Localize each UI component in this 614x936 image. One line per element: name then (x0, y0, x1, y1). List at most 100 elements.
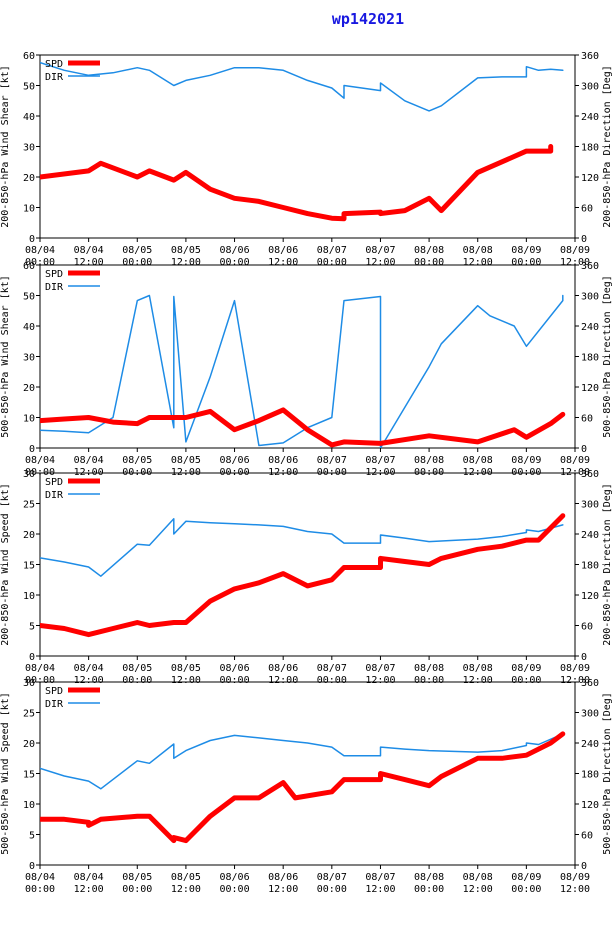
y-right-tick-label: 240 (581, 322, 599, 333)
x-tick-label-date: 08/06 (219, 872, 249, 883)
y-left-tick-label: 5 (29, 831, 35, 842)
x-tick-label-date: 08/08 (463, 455, 493, 466)
x-tick-label-time: 12:00 (268, 884, 298, 895)
x-tick-label-date: 08/06 (219, 663, 249, 674)
y-left-tick-label: 10 (23, 414, 35, 425)
x-tick-label-date: 08/04 (25, 455, 55, 466)
x-tick-label-date: 08/09 (560, 455, 590, 466)
x-tick-label-time: 12:00 (268, 675, 298, 686)
y-right-tick-label: 120 (581, 383, 599, 394)
y-right-tick-label: 120 (581, 173, 599, 184)
y-left-axis-label: 200-850-hPa Wind Shear [kt] (0, 65, 11, 228)
x-tick-label-time: 00:00 (414, 884, 444, 895)
x-tick-label-time: 00:00 (219, 884, 249, 895)
y-left-tick-label: 20 (23, 530, 35, 541)
x-tick-label-time: 12:00 (74, 675, 104, 686)
x-tick-label-time: 00:00 (511, 257, 541, 268)
x-tick-label-time: 12:00 (560, 884, 590, 895)
y-right-tick-label: 60 (581, 622, 593, 633)
x-tick-label-date: 08/08 (414, 245, 444, 256)
spd-series-line (40, 731, 566, 844)
y-left-tick-label: 0 (29, 444, 35, 455)
x-tick-label-time: 12:00 (171, 257, 201, 268)
x-tick-label-date: 08/05 (171, 663, 201, 674)
x-tick-label-time: 00:00 (511, 884, 541, 895)
x-tick-label-date: 08/07 (317, 245, 347, 256)
x-tick-label-date: 08/04 (25, 663, 55, 674)
panel-2: 010203040506006012018024030036008/0400:0… (0, 261, 613, 478)
x-tick-label-date: 08/09 (511, 663, 541, 674)
y-right-tick-label: 300 (581, 292, 599, 303)
x-tick-label-time: 12:00 (74, 884, 104, 895)
x-tick-label-date: 08/09 (560, 663, 590, 674)
y-right-tick-label: 180 (581, 770, 599, 781)
y-right-axis-label: 200-850-hPa Direction [Deg] (602, 65, 613, 228)
x-tick-label-date: 08/04 (74, 872, 104, 883)
x-tick-label-date: 08/05 (171, 455, 201, 466)
y-right-tick-label: 120 (581, 591, 599, 602)
x-tick-label-time: 00:00 (414, 257, 444, 268)
x-tick-label-date: 08/07 (317, 455, 347, 466)
x-tick-label-date: 08/04 (25, 872, 55, 883)
y-right-tick-label: 0 (581, 444, 587, 455)
y-right-tick-label: 240 (581, 112, 599, 123)
x-tick-label-time: 00:00 (317, 884, 347, 895)
x-tick-label-time: 00:00 (219, 257, 249, 268)
y-left-axis-label: 500-850-hPa Wind Speed [kt] (0, 692, 11, 855)
x-tick-label-time: 00:00 (25, 257, 55, 268)
y-left-tick-label: 0 (29, 234, 35, 245)
y-right-tick-label: 360 (581, 469, 599, 480)
panel-1: 010203040506006012018024030036008/0400:0… (0, 51, 613, 268)
y-right-tick-label: 300 (581, 500, 599, 511)
y-right-tick-label: 360 (581, 51, 599, 62)
x-tick-label-date: 08/09 (511, 245, 541, 256)
y-left-tick-label: 25 (23, 500, 35, 511)
y-right-tick-label: 180 (581, 353, 599, 364)
y-right-tick-label: 180 (581, 143, 599, 154)
y-right-tick-label: 0 (581, 234, 587, 245)
x-tick-label-time: 12:00 (560, 675, 590, 686)
y-left-tick-label: 0 (29, 861, 35, 872)
y-right-axis-label: 500-850-hPa Direction [Deg] (602, 692, 613, 855)
y-right-tick-label: 240 (581, 530, 599, 541)
legend: SPD DIR (45, 686, 100, 710)
y-left-tick-label: 50 (23, 292, 35, 303)
y-left-tick-label: 15 (23, 770, 35, 781)
x-tick-label-time: 00:00 (122, 675, 152, 686)
x-tick-label-time: 00:00 (25, 675, 55, 686)
y-left-tick-label: 40 (23, 112, 35, 123)
legend-dir-label: DIR (45, 490, 64, 501)
figure-title: wp142021 (332, 10, 404, 28)
y-left-tick-label: 10 (23, 591, 35, 602)
x-tick-label-date: 08/04 (25, 245, 55, 256)
y-right-tick-label: 360 (581, 678, 599, 689)
x-tick-label-time: 12:00 (463, 884, 493, 895)
y-left-tick-label: 20 (23, 383, 35, 394)
x-tick-label-date: 08/06 (268, 455, 298, 466)
x-tick-label-time: 12:00 (365, 675, 395, 686)
spd-series-line (40, 144, 554, 222)
x-tick-label-time: 12:00 (365, 257, 395, 268)
y-left-tick-label: 25 (23, 709, 35, 720)
legend-dir-label: DIR (45, 282, 64, 293)
y-left-tick-label: 60 (23, 51, 35, 62)
x-tick-label-date: 08/08 (463, 245, 493, 256)
y-left-tick-label: 15 (23, 561, 35, 572)
x-tick-label-time: 12:00 (74, 257, 104, 268)
x-tick-label-date: 08/05 (171, 245, 201, 256)
x-tick-label-date: 08/07 (365, 455, 395, 466)
y-left-tick-label: 60 (23, 261, 35, 272)
dir-series-line (40, 294, 564, 448)
x-tick-label-date: 08/04 (74, 245, 104, 256)
legend-spd-label: SPD (45, 59, 63, 70)
legend: SPD DIR (45, 269, 100, 293)
legend-spd-label: SPD (45, 686, 63, 697)
x-tick-label-date: 08/04 (74, 455, 104, 466)
x-tick-label-date: 08/05 (122, 872, 152, 883)
y-left-tick-label: 0 (29, 652, 35, 663)
x-tick-label-time: 00:00 (511, 675, 541, 686)
y-left-tick-label: 30 (23, 143, 35, 154)
x-tick-label-date: 08/04 (74, 663, 104, 674)
y-left-tick-label: 30 (23, 678, 35, 689)
